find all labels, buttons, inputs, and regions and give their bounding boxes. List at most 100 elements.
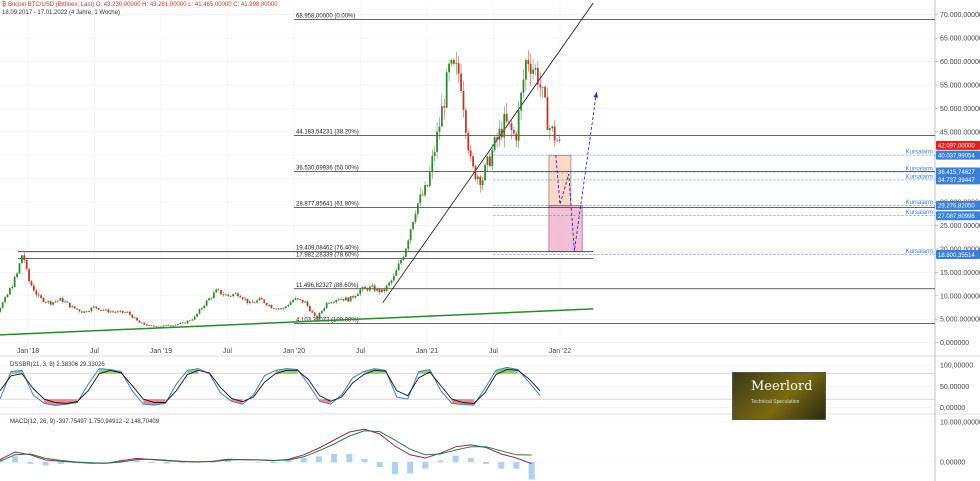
candle-body (512, 130, 515, 134)
candle-body (200, 308, 203, 310)
candle-body (37, 294, 40, 296)
candle-body (361, 286, 364, 290)
price-axis-label: 55.000.000000 (940, 82, 980, 89)
candle-body (503, 113, 506, 138)
candle-body (71, 306, 74, 308)
candle-body (318, 313, 321, 319)
macd-histogram-bar (437, 460, 444, 463)
fib-level-label: 44.183,54231 (38.20%) (296, 130, 359, 136)
macd-axis-label: 0,00000 (940, 460, 965, 467)
candle-body (464, 109, 467, 133)
candle-body (42, 297, 45, 303)
zone-orange (548, 154, 572, 208)
osc-overbought-fill (187, 368, 199, 374)
fib-level-label: 11.496,82327 (88.60%) (296, 283, 358, 289)
candle-body (176, 324, 179, 325)
alarm-price-tag-text: 27.087,60996 (938, 214, 975, 220)
osc-overbought-fill (363, 368, 375, 374)
candle-body (224, 294, 227, 296)
macd-histogram-bar (224, 460, 231, 463)
candle-body (133, 317, 136, 319)
candle-body (131, 314, 134, 318)
candle-body (109, 311, 112, 313)
candle-body (188, 320, 191, 322)
candle-body (342, 298, 345, 301)
candle-body (383, 289, 386, 291)
macd-histogram-bar (376, 462, 383, 468)
candle-body (527, 60, 530, 65)
candle-body (467, 132, 470, 151)
osc-axis-label: 50,00000 (940, 384, 969, 391)
alarm-label: Kursalarm (906, 200, 933, 206)
symbol-ohlc-line: ₿ Bitcoin BTC/USD (Bitfinex; Last) O: 43… (2, 2, 278, 8)
macd-histogram-bar (300, 458, 307, 463)
candle-body (498, 128, 501, 140)
candle-body (1, 302, 4, 308)
candle-body (4, 297, 6, 303)
candle-body (138, 320, 141, 323)
candle-body (68, 302, 71, 308)
candle-body (311, 311, 314, 313)
candle-body (193, 316, 196, 320)
candle-body (476, 176, 479, 180)
candle-body (296, 298, 299, 300)
price-axis-label: 45.000.000000 (940, 129, 980, 136)
candle-body (95, 306, 98, 309)
candle-body (239, 296, 242, 298)
candle-body (469, 150, 472, 157)
price-axis-label: 25.000.000000 (940, 223, 980, 230)
time-axis-label: Jan '19 (150, 348, 172, 355)
alarm-label: Kursalarm (906, 210, 933, 216)
candle-body (208, 298, 210, 301)
time-axis-label: Jan '20 (283, 348, 305, 355)
candle-body (407, 240, 410, 249)
candle-body (272, 308, 275, 310)
candle-body (299, 299, 302, 301)
candle-body (306, 301, 309, 306)
time-axis-label: Jan '18 (17, 348, 39, 355)
candle-body (205, 300, 208, 306)
macd-histogram-bar (255, 462, 262, 463)
trendline-rising (382, 2, 594, 304)
candle-body (76, 308, 78, 310)
alarm-price-tag-text: 18.800,35514 (938, 253, 975, 259)
candle-body (143, 322, 146, 325)
macd-histogram-bar (528, 462, 535, 480)
candle-body (385, 285, 388, 291)
candle-body (366, 288, 369, 291)
macd-histogram-bar (42, 462, 49, 466)
candle-body (404, 248, 407, 257)
candle-body (400, 259, 402, 264)
candle-body (436, 131, 438, 152)
macd-histogram-bar (346, 454, 353, 463)
candle-body (380, 289, 383, 293)
alarm-label: Kursalarm (906, 249, 933, 255)
trendline-support (0, 308, 594, 336)
candle-body (505, 113, 508, 122)
candle-body (258, 298, 261, 301)
candle-body (419, 194, 422, 204)
candle-body (496, 137, 498, 140)
candle-body (395, 270, 398, 277)
candle-body (244, 298, 246, 300)
candle-body (424, 185, 426, 196)
candle-body (174, 324, 177, 326)
osc-axis-label: 0,00000 (940, 405, 965, 412)
price-axis-label: 70.000.000000 (940, 12, 980, 19)
candle-body (212, 292, 215, 298)
candle-body (452, 60, 455, 64)
candle-body (248, 301, 251, 304)
time-axis-label: Jul (223, 348, 232, 355)
candle-body (517, 110, 520, 141)
macd-axis-label: 10.000,00000 (940, 420, 980, 427)
candle-body (222, 294, 225, 296)
candle-body (364, 286, 366, 289)
macd-histogram-bar (164, 462, 171, 464)
alarm-price-tag (936, 167, 980, 177)
macd-histogram-bar (270, 462, 277, 464)
candle-body (253, 302, 256, 304)
candle-body (16, 273, 18, 278)
candle-body (352, 296, 354, 298)
macd-histogram-bar (27, 462, 34, 464)
